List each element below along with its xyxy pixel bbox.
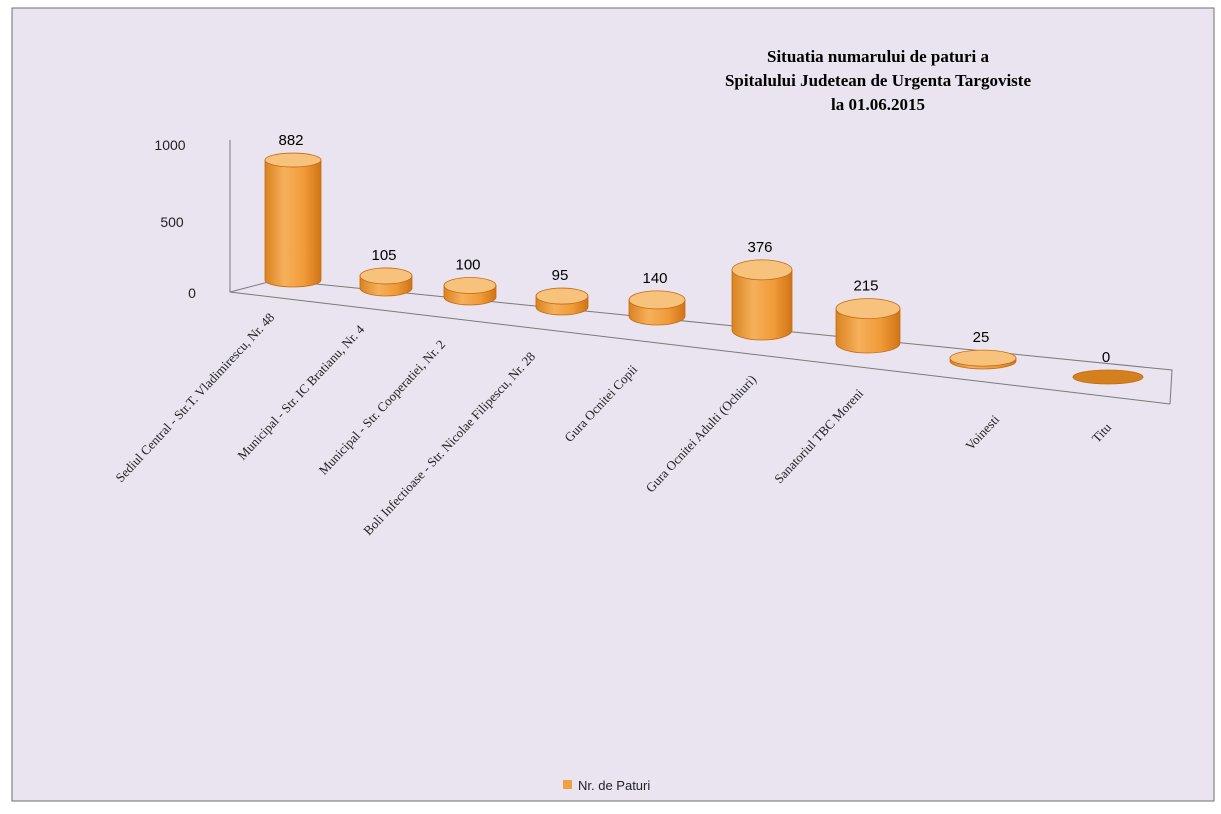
- y-tick-label: 500: [160, 214, 184, 230]
- legend-swatch: [563, 780, 572, 789]
- bar-top: [443, 277, 497, 294]
- bar-top: [1072, 369, 1144, 385]
- chart-title-line-3: la 01.06.2015: [831, 95, 925, 114]
- bar: [835, 298, 901, 354]
- bar: [1072, 369, 1144, 385]
- bar-side: [731, 269, 793, 341]
- data-label: 95: [552, 267, 569, 284]
- data-label: 0: [1102, 349, 1110, 366]
- y-axis-ticks: 1000 500 0: [154, 137, 196, 301]
- data-labels: 882 105 100 95 140 376 215 25 0: [278, 132, 1110, 366]
- bar-side: [264, 159, 322, 288]
- y-tick-label: 0: [188, 285, 196, 301]
- chart-title-line-2: Spitalului Judetean de Urgenta Targovist…: [725, 71, 1031, 90]
- bar: [264, 152, 322, 288]
- data-label: 25: [973, 329, 990, 346]
- data-label: 215: [853, 278, 878, 295]
- bar-top: [535, 287, 589, 305]
- bar: [949, 349, 1017, 370]
- bar-top: [359, 267, 413, 285]
- bar: [628, 290, 686, 326]
- bar-side: [835, 308, 901, 354]
- chart-title: Situatia numarului de paturi a Spitalulu…: [725, 47, 1031, 114]
- floor-outline: [229, 279, 1173, 405]
- axes: [229, 140, 1173, 405]
- bar: [443, 277, 497, 306]
- bar-top: [835, 298, 901, 320]
- data-label: 105: [371, 247, 396, 264]
- bars: [264, 152, 1144, 385]
- legend-label: Nr. de Paturi: [578, 778, 650, 793]
- bar-top: [731, 259, 793, 281]
- data-label: 882: [278, 132, 303, 149]
- legend: Nr. de Paturi: [563, 778, 650, 793]
- chart-title-line-1: Situatia numarului de paturi a: [767, 47, 989, 66]
- chart-background: [11, 7, 1215, 802]
- bar-top: [628, 290, 686, 310]
- bar: [359, 267, 413, 297]
- bar-top: [949, 349, 1017, 367]
- data-label: 100: [455, 257, 480, 274]
- data-label: 376: [747, 239, 772, 256]
- bar-top: [264, 152, 322, 168]
- data-label: 140: [642, 270, 667, 287]
- bar: [535, 287, 589, 316]
- y-tick-label: 1000: [154, 137, 185, 153]
- bar: [731, 259, 793, 341]
